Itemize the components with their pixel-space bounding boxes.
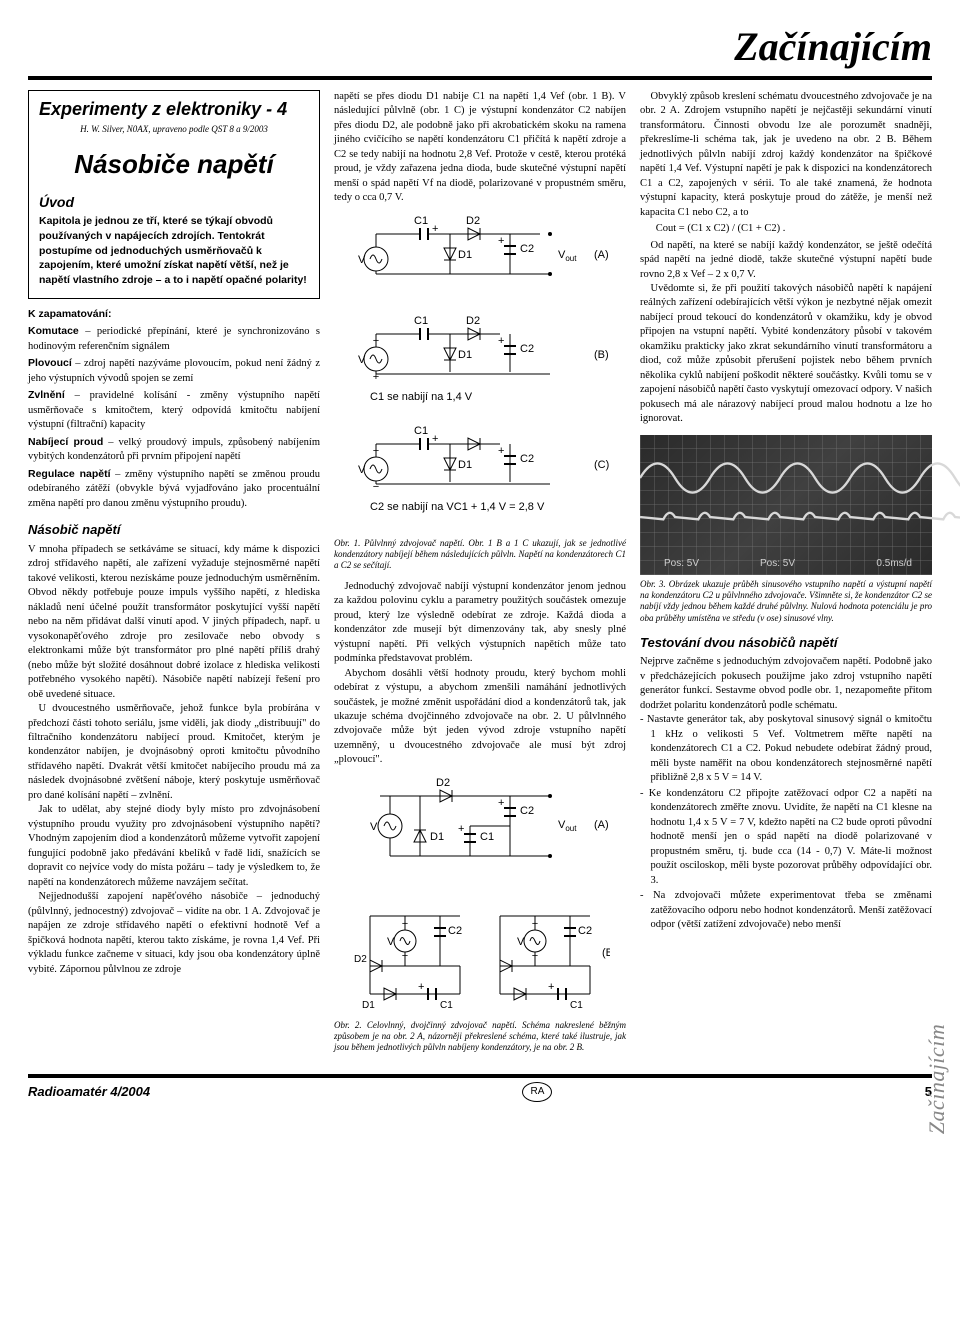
figure-1-caption: Obr. 1. Půlvlnný zdvojovač napětí. Obr. … bbox=[334, 538, 626, 572]
body-para: Nejprve začněme s jednoduchým zdvojovače… bbox=[640, 655, 932, 713]
svg-text:D1: D1 bbox=[430, 831, 444, 843]
svg-text:D2: D2 bbox=[436, 777, 450, 789]
def-term: Zvlnění bbox=[28, 389, 65, 401]
byline: H. W. Silver, N0AX, upraveno podle QST 8… bbox=[39, 123, 309, 135]
svg-text:V: V bbox=[358, 254, 366, 266]
body-para: Obvyklý způsob kreslení schématu dvouces… bbox=[640, 90, 932, 220]
formula-cout: Cout = (C1 x C2) / (C1 + C2) . bbox=[656, 222, 932, 236]
svg-text:D1: D1 bbox=[458, 249, 472, 261]
svg-text:+: + bbox=[498, 445, 504, 457]
svg-text:D1: D1 bbox=[458, 349, 472, 361]
def-term: Plovoucí bbox=[28, 357, 72, 369]
list-item: Nastavte generátor tak, aby poskytoval s… bbox=[640, 713, 932, 785]
kicker: Experimenty z elektroniky - 4 bbox=[39, 97, 309, 121]
intro-heading: Úvod bbox=[39, 193, 309, 212]
body-para: Nejjednodušší zapojení napěťového násobi… bbox=[28, 890, 320, 977]
svg-text:+: + bbox=[418, 981, 424, 993]
svg-text:V: V bbox=[387, 936, 395, 948]
body-para: U dvoucestného usměrňovače, jehož funkce… bbox=[28, 702, 320, 803]
svg-text:C2 se nabijí na VC1 + 1,4 V: C2 se nabijí na VC1 + 1,4 V = 2,8 V bbox=[370, 501, 545, 513]
svg-text:D1: D1 bbox=[362, 1000, 375, 1011]
list-item: Ke kondenzátoru C2 připojte zatěžovací o… bbox=[640, 787, 932, 888]
svg-text:Vout: Vout bbox=[558, 819, 577, 833]
defs-heading: K zapamatování: bbox=[28, 308, 111, 320]
lede-text: Kapitola je jednou ze tří, které se týka… bbox=[39, 214, 309, 287]
body-para: V mnoha případech se setkáváme se situac… bbox=[28, 543, 320, 702]
def-term: Nabíjecí proud bbox=[28, 436, 103, 448]
body-para: Od napětí, na které se nabíjí každý kond… bbox=[640, 239, 932, 282]
svg-text:(B): (B) bbox=[594, 349, 609, 361]
svg-text:+: + bbox=[498, 335, 504, 347]
svg-text:+: + bbox=[458, 823, 464, 835]
def-text: – zdroj napětí nazýváme plovoucím, pokud… bbox=[28, 358, 320, 383]
svg-text:(A): (A) bbox=[594, 819, 609, 831]
svg-text:+: + bbox=[548, 981, 554, 993]
body-para: Abychom dosáhli větší hodnoty proudu, kt… bbox=[334, 667, 626, 768]
svg-text:+: + bbox=[432, 433, 438, 445]
figure-2-caption: Obr. 2. Celovlnný, dvojčinný zdvojovač n… bbox=[334, 1020, 626, 1054]
def-term: Komutace bbox=[28, 325, 79, 337]
svg-text:(A): (A) bbox=[594, 249, 609, 261]
title-block: Experimenty z elektroniky - 4 H. W. Silv… bbox=[28, 90, 320, 299]
svg-text:(C): (C) bbox=[594, 459, 609, 471]
svg-text:C2: C2 bbox=[520, 343, 534, 355]
list-item: Na zdvojovači můžete experimentovat třeb… bbox=[640, 889, 932, 932]
svg-text:D2: D2 bbox=[466, 215, 480, 227]
page-footer: Radioamatér 4/2004 RA 5 bbox=[28, 1074, 932, 1102]
svg-text:D2: D2 bbox=[466, 315, 480, 327]
section-masthead: Začínajícím bbox=[28, 20, 932, 80]
column-1: Experimenty z elektroniky - 4 H. W. Silv… bbox=[28, 90, 320, 1062]
svg-text:C1: C1 bbox=[440, 1000, 453, 1011]
svg-text:+: + bbox=[498, 235, 504, 247]
test-steps-list: Nastavte generátor tak, aby poskytoval s… bbox=[640, 713, 932, 932]
scope-label-mid: Pos: 5V bbox=[760, 557, 795, 571]
column-3: Obvyklý způsob kreslení schématu dvouces… bbox=[640, 90, 932, 1062]
definitions-block: K zapamatování: Komutace – periodické př… bbox=[28, 307, 320, 511]
svg-text:(B): (B) bbox=[602, 947, 610, 959]
scope-label-left: Pos: 5V bbox=[664, 557, 699, 571]
svg-text:C2: C2 bbox=[520, 453, 534, 465]
section-heading-multiplier: Násobič napětí bbox=[28, 521, 320, 539]
svg-text:D1: D1 bbox=[458, 459, 472, 471]
footer-issue: Radioamatér 4/2004 bbox=[28, 1083, 150, 1101]
svg-text:C2: C2 bbox=[520, 805, 534, 817]
svg-text:C2: C2 bbox=[520, 243, 534, 255]
svg-text:D2: D2 bbox=[354, 954, 367, 965]
svg-text:+: + bbox=[498, 797, 504, 809]
section-heading-testing: Testování dvou násobičů napětí bbox=[640, 634, 932, 652]
def-text: – pravidelné kolísání - změny výstupního… bbox=[28, 390, 320, 430]
body-para: Jak to udělat, aby stejné diody byly mís… bbox=[28, 803, 320, 890]
svg-text:C1: C1 bbox=[414, 315, 428, 327]
figure-1: V C1 + D2 bbox=[334, 214, 626, 534]
scope-label-right: 0.5ms/d bbox=[876, 557, 912, 571]
footer-logo: RA bbox=[522, 1082, 552, 1102]
svg-text:C1 se nabijí na 1,4 V: C1 se nabijí na 1,4 V bbox=[370, 391, 473, 403]
oscilloscope-photo: Pos: 5V Pos: 5V 0.5ms/d bbox=[640, 435, 932, 575]
svg-text:C1: C1 bbox=[570, 1000, 583, 1011]
svg-text:V: V bbox=[517, 936, 525, 948]
svg-text:+: + bbox=[432, 223, 438, 235]
body-para: Jednoduchý zdvojovač nabíjí výstupní kon… bbox=[334, 580, 626, 667]
svg-text:C2: C2 bbox=[448, 925, 462, 937]
svg-text:C1: C1 bbox=[414, 425, 428, 437]
svg-text:Vout: Vout bbox=[558, 249, 577, 263]
column-2: napětí se přes diodu D1 nabije C1 na nap… bbox=[334, 90, 626, 1062]
svg-text:C1: C1 bbox=[480, 831, 494, 843]
body-para: Uvědomte si, že při použití takových nás… bbox=[640, 282, 932, 427]
body-para: napětí se přes diodu D1 nabije C1 na nap… bbox=[334, 90, 626, 206]
svg-text:C2: C2 bbox=[578, 925, 592, 937]
svg-text:V: V bbox=[358, 464, 366, 476]
svg-text:V: V bbox=[358, 354, 366, 366]
svg-text:V: V bbox=[370, 821, 378, 833]
side-tab: Začínajícím bbox=[922, 1024, 952, 1135]
figure-3-caption: Obr. 3. Obrázek ukazuje průběh sinusovéh… bbox=[640, 579, 932, 624]
svg-text:C1: C1 bbox=[414, 215, 428, 227]
figure-2: D2 V D1 bbox=[334, 776, 626, 1016]
def-term: Regulace napětí bbox=[28, 468, 111, 480]
article-title: Násobiče napětí bbox=[39, 147, 309, 182]
